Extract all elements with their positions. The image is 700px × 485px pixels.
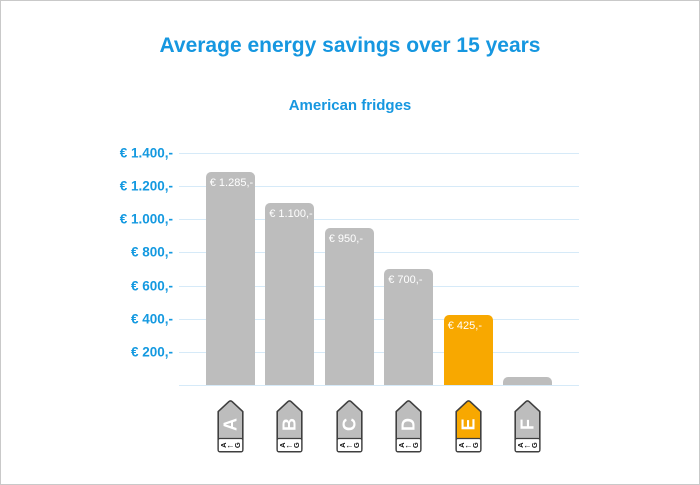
band-letter-a: A [397,442,406,448]
gridline [179,318,579,320]
chart-subtitle: American fridges [288,97,412,114]
energy-scale-band [514,437,541,453]
energy-label-icon-F: F A←G [514,400,541,453]
energy-class-letter: A [220,418,240,431]
band-letter-g: G [530,442,539,448]
gridline [179,186,579,188]
bar-value-label: € 700,- [388,274,423,286]
band-arrow-icon: ← [524,440,533,450]
gridline [179,219,579,221]
energy-scale-band [217,437,244,453]
band-letter-a: A [516,442,525,448]
gridline [179,385,579,386]
bar-D: € 700,- [384,269,434,385]
bar-E: € 425,- [443,314,493,385]
band-arrow-icon: ← [405,440,414,450]
energy-class-letter: E [458,418,478,430]
gridline [179,285,579,287]
y-axis-tick-label: € 200,- [130,344,173,360]
band-letter-a: A [219,442,228,448]
energy-class-letter: C [339,418,359,431]
band-letter-g: G [471,442,480,448]
bars-container: € 1.285,- € 1.100,- € 950,- € 700,- € 425,- [179,153,579,385]
energy-scale-band [455,437,482,453]
band-letter-g: G [292,442,301,448]
band-letter-g: G [411,442,420,448]
bar-A: € 1.285,- [205,172,255,385]
band-arrow-icon: ← [464,440,473,450]
plot-area: € 1.285,- € 1.100,- € 950,- € 700,- € 425,- [179,153,579,386]
bar-C: € 950,- [324,227,374,385]
bar-B: € 1.100,- [265,202,315,385]
y-axis-tick-label: € 800,- [130,244,173,260]
y-axis-tick-label: € 1.200,- [119,178,173,194]
band-arrow-icon: ← [226,440,235,450]
y-axis-tick-label: € 400,- [130,311,173,327]
energy-scale-band [336,437,363,453]
gridline [179,252,579,254]
band-letter-a: A [457,442,466,448]
x-axis-energy-icons: A A ← G B A ← G C A ← G D A ← G E A ← G F A ← G [179,399,579,454]
band-letter-a: A [278,442,287,448]
energy-class-letter: B [280,418,300,431]
y-axis-tick-label: € 1.400,- [119,145,173,161]
chart-title: Average energy savings over 15 years [159,34,541,57]
band-letter-g: G [233,442,242,448]
bar-value-label: € 1.285,- [209,177,254,190]
band-letter-g: G [352,442,361,448]
band-arrow-icon: ← [286,440,295,450]
gridline [179,153,579,154]
bar-value-label: € 950,- [328,232,363,245]
energy-scale-band [395,437,422,453]
energy-label-icon-A: AA←G [217,400,244,453]
y-axis-tick-label: € 1.000,- [119,211,173,227]
y-axis-tick-label: € 600,- [130,278,173,294]
energy-class-letter: D [399,418,419,431]
bar-value-label: € 1.100,- [269,207,313,220]
energy-class-letter: F [518,419,538,430]
bar-value-label: € 425,- [447,319,482,332]
band-letter-a: A [338,442,347,448]
energy-label-icon-C: C A←G [336,400,363,453]
gridline [179,351,579,353]
energy-scale-band [276,437,303,453]
energy-label-icon-D: D A←G [395,400,422,453]
band-arrow-icon: ← [345,440,354,450]
energy-label-icon-B: B A←G [276,400,303,453]
energy-label-icon-E: E A←G [455,400,482,453]
bar-F [503,376,553,385]
y-axis-labels: € 1.400,- € 1.200,- € 1.000,- € 800,- € 600,… [1,146,173,385]
